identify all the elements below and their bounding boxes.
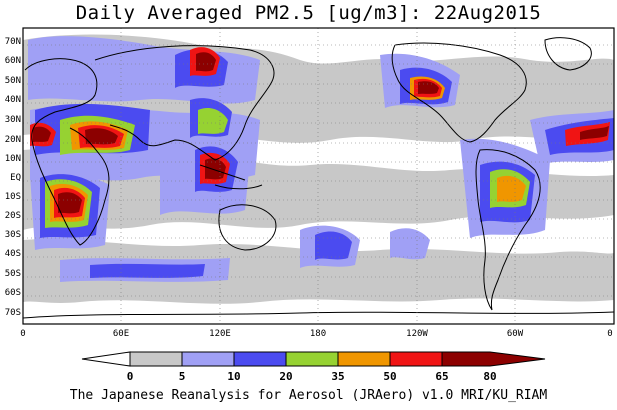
longitude-labels: 0 60E 120E 180 120W 60W 0 xyxy=(20,329,612,339)
latitude-labels: 70N 60N 50N 40N 30N 20N 10N EQ 10S 20S 3… xyxy=(5,37,21,318)
lon-label: 120W xyxy=(406,329,428,339)
level-80-plus-areas xyxy=(33,52,609,214)
map-title: Daily Averaged PM2.5 [ug/m3]: 22Aug2015 xyxy=(75,2,542,24)
pm25-field xyxy=(23,28,614,324)
lat-label: 10N xyxy=(5,154,21,164)
lat-label: 30S xyxy=(5,230,21,240)
lat-label: 20S xyxy=(5,211,21,221)
lat-label: 10S xyxy=(5,192,21,202)
lat-label: 60S xyxy=(5,288,21,298)
lon-label: 120E xyxy=(209,329,231,339)
lat-label: 40N xyxy=(5,95,21,105)
lat-label: 30N xyxy=(5,115,21,125)
colorbar-tick: 0 xyxy=(127,370,134,383)
colorbar xyxy=(81,351,546,367)
colorbar-segment xyxy=(233,351,287,367)
colorbar-tick: 50 xyxy=(383,370,396,383)
colorbar-tick: 10 xyxy=(227,370,240,383)
colorbar-segment xyxy=(181,351,235,367)
lon-label: 60E xyxy=(113,329,129,339)
colorbar-segment xyxy=(81,351,131,367)
lat-label: 70N xyxy=(5,37,21,47)
colorbar-tick-labels: 0 5 10 20 35 50 65 80 xyxy=(127,370,497,383)
lat-label: 60N xyxy=(5,56,21,66)
colorbar-tick: 5 xyxy=(179,370,186,383)
colorbar-segment xyxy=(129,351,183,367)
lon-label: 0 xyxy=(20,329,25,339)
lat-label: 40S xyxy=(5,249,21,259)
lat-label: 50N xyxy=(5,76,21,86)
lat-label: EQ xyxy=(10,173,21,183)
colorbar-tick: 65 xyxy=(435,370,448,383)
colorbar-segment xyxy=(337,351,391,367)
lon-label: 60W xyxy=(507,329,524,339)
colorbar-segment xyxy=(389,351,443,367)
colorbar-tick: 35 xyxy=(331,370,344,383)
colorbar-segment xyxy=(441,351,546,367)
coastlines xyxy=(23,37,614,319)
lon-label: 0 xyxy=(607,329,612,339)
footer-credit: The Japanese Reanalysis for Aerosol (JRA… xyxy=(69,388,548,403)
colorbar-tick: 80 xyxy=(483,370,496,383)
lon-label: 180 xyxy=(310,329,326,339)
map-frame xyxy=(22,27,615,325)
graticule xyxy=(23,28,614,324)
lat-label: 70S xyxy=(5,308,21,318)
colorbar-tick: 20 xyxy=(279,370,292,383)
lat-label: 20N xyxy=(5,135,21,145)
lat-label: 50S xyxy=(5,269,21,279)
colorbar-segment xyxy=(285,351,339,367)
